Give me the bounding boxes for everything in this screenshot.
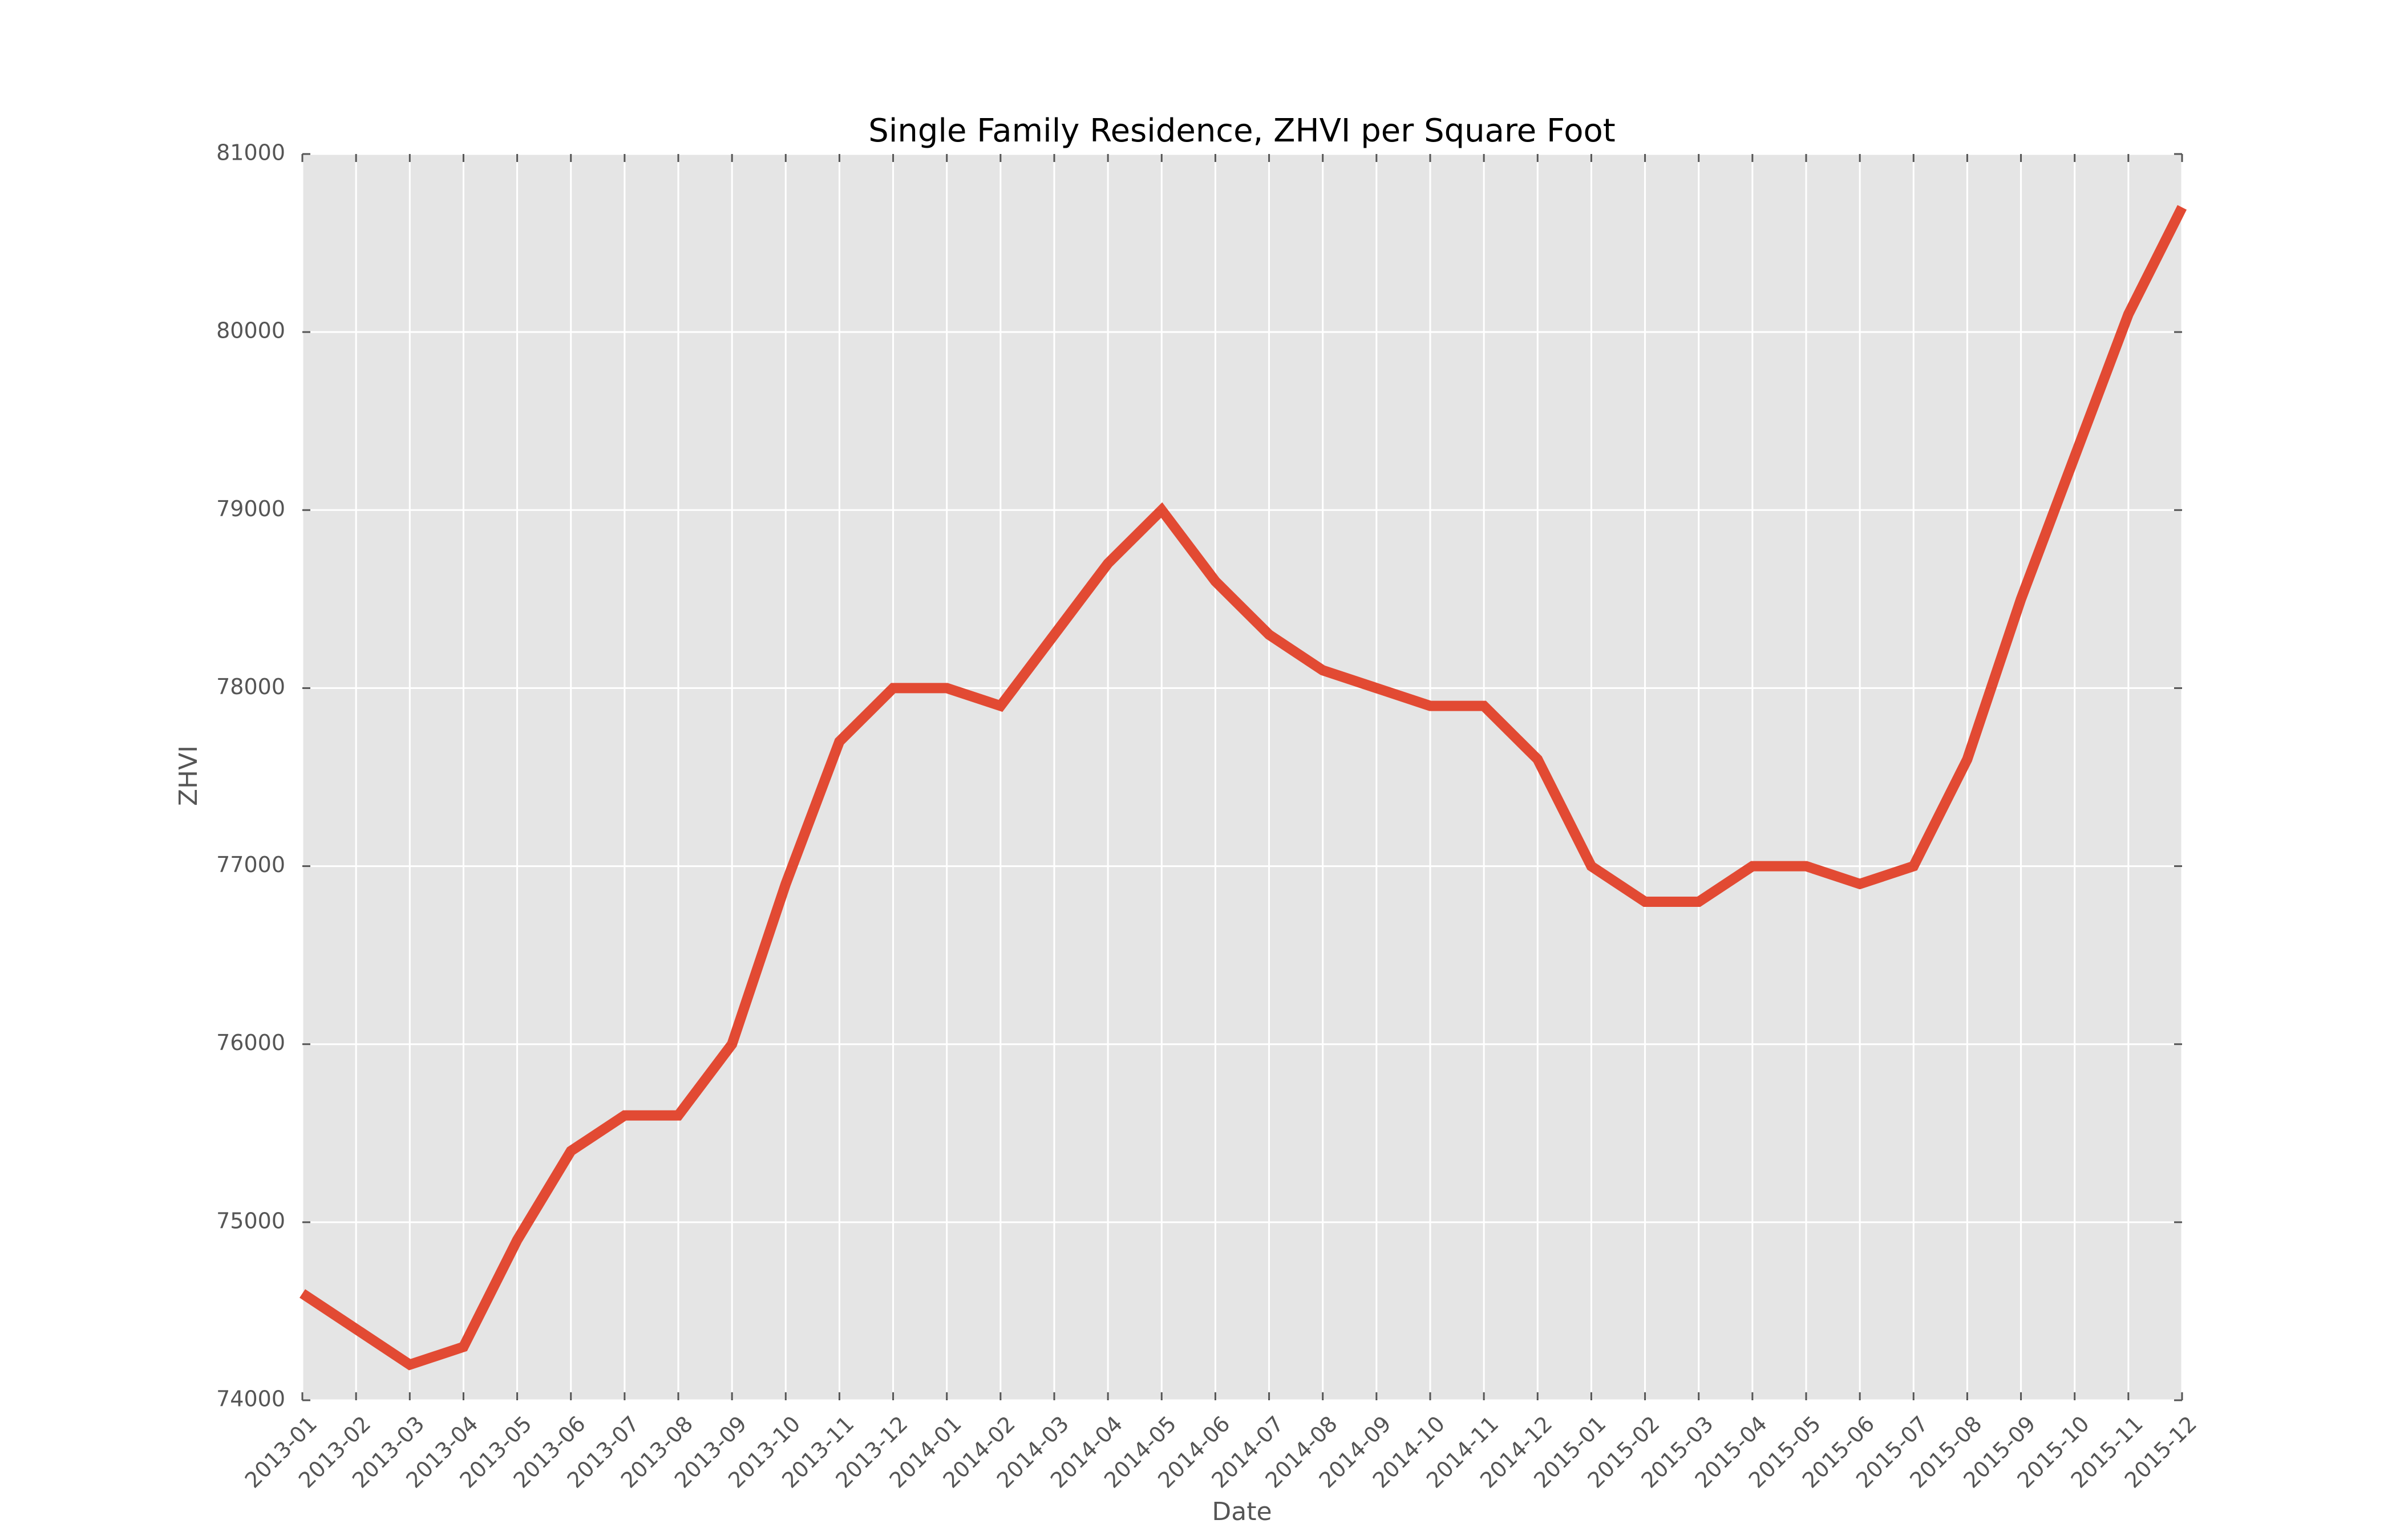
y-tick-label: 80000 (216, 318, 285, 343)
y-tick-label: 81000 (216, 140, 285, 165)
series-layer (300, 205, 2187, 1371)
y-tick-label: 75000 (216, 1208, 285, 1233)
y-tick-label: 79000 (216, 496, 285, 521)
x-axis-label: Date (1212, 1497, 1272, 1526)
plot-background (302, 154, 2182, 1400)
chart-title: Single Family Residence, ZHVI per Square… (868, 112, 1615, 149)
y-tick-label: 74000 (216, 1387, 285, 1412)
y-tick-label: 78000 (216, 674, 285, 699)
y-axis-label: ZHVI (174, 745, 203, 806)
grid (301, 153, 2183, 1401)
series-line (300, 205, 2187, 1371)
y-tick-label: 76000 (216, 1030, 285, 1055)
y-tick-label: 77000 (216, 852, 285, 877)
